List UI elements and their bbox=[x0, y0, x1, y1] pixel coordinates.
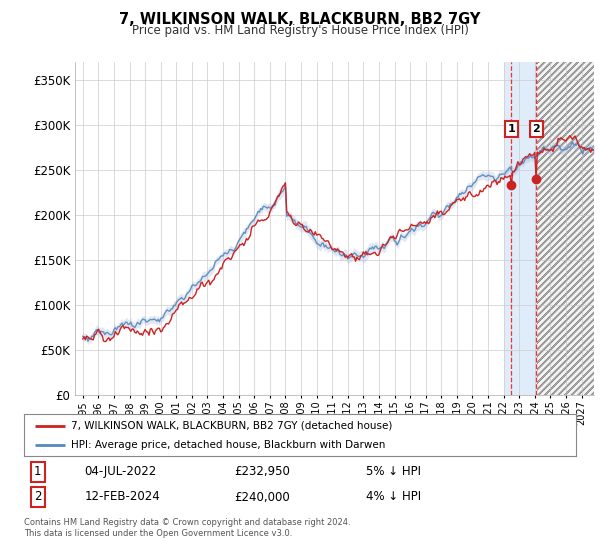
Text: HPI: Average price, detached house, Blackburn with Darwen: HPI: Average price, detached house, Blac… bbox=[71, 440, 385, 450]
Text: 5% ↓ HPI: 5% ↓ HPI bbox=[366, 465, 421, 478]
Text: 1: 1 bbox=[34, 465, 41, 478]
Text: This data is licensed under the Open Government Licence v3.0.: This data is licensed under the Open Gov… bbox=[24, 529, 292, 538]
Text: Price paid vs. HM Land Registry's House Price Index (HPI): Price paid vs. HM Land Registry's House … bbox=[131, 24, 469, 36]
Bar bbox=[538, 62, 597, 395]
Text: 7, WILKINSON WALK, BLACKBURN, BB2 7GY (detached house): 7, WILKINSON WALK, BLACKBURN, BB2 7GY (d… bbox=[71, 421, 392, 431]
Text: Contains HM Land Registry data © Crown copyright and database right 2024.: Contains HM Land Registry data © Crown c… bbox=[24, 518, 350, 527]
Text: 2: 2 bbox=[34, 491, 41, 503]
Bar bbox=[503, 62, 538, 395]
Text: 7, WILKINSON WALK, BLACKBURN, BB2 7GY: 7, WILKINSON WALK, BLACKBURN, BB2 7GY bbox=[119, 12, 481, 27]
Text: 04-JUL-2022: 04-JUL-2022 bbox=[85, 465, 157, 478]
Text: £240,000: £240,000 bbox=[234, 491, 290, 503]
Bar bbox=[538, 62, 597, 395]
Text: £232,950: £232,950 bbox=[234, 465, 290, 478]
Text: 12-FEB-2024: 12-FEB-2024 bbox=[85, 491, 160, 503]
Text: 2: 2 bbox=[532, 124, 540, 134]
Text: 4% ↓ HPI: 4% ↓ HPI bbox=[366, 491, 421, 503]
Text: 1: 1 bbox=[508, 124, 515, 134]
